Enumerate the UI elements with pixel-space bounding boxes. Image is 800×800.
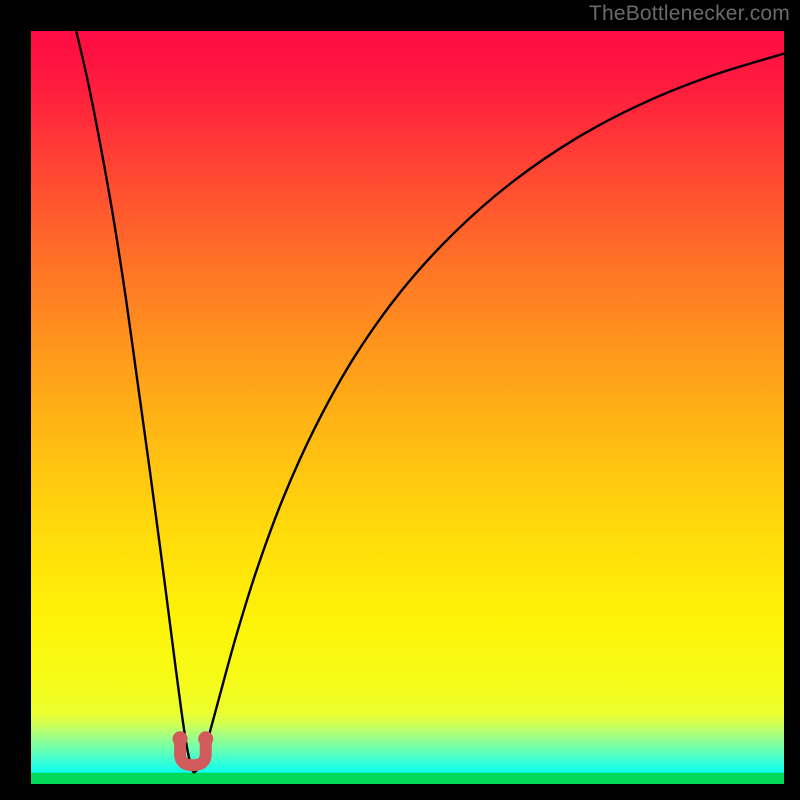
bottleneck-chart: TheBottlenecker.com — [0, 0, 800, 800]
plot-area — [31, 31, 784, 784]
curve-layer — [31, 31, 784, 784]
watermark-text: TheBottlenecker.com — [589, 2, 790, 26]
